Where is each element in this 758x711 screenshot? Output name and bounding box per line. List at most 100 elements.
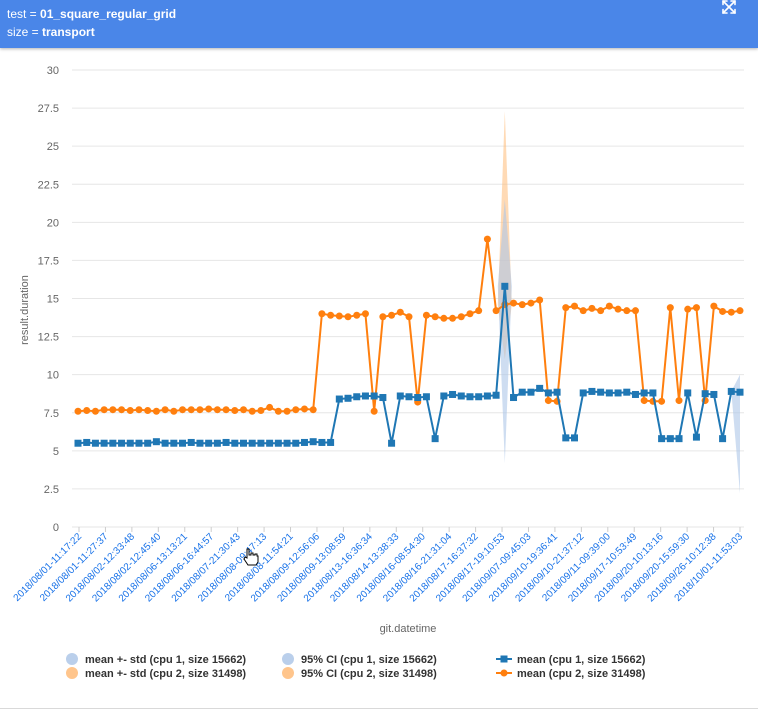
data-point-cpu1 xyxy=(405,393,413,401)
data-point-cpu1 xyxy=(292,439,300,447)
y-tick-label: 25 xyxy=(47,141,59,153)
data-point-cpu2 xyxy=(170,407,178,415)
data-point-cpu2 xyxy=(344,313,352,321)
data-point-cpu2 xyxy=(222,406,230,414)
band-cpu1-end xyxy=(731,374,740,494)
data-point-cpu2 xyxy=(83,406,91,414)
data-point-cpu1 xyxy=(327,438,335,446)
legend-square-marker xyxy=(500,655,508,663)
data-point-cpu1 xyxy=(684,389,692,397)
data-point-cpu1 xyxy=(666,435,674,443)
data-point-cpu1 xyxy=(658,435,666,443)
data-point-cpu1 xyxy=(152,438,160,446)
y-tick-label: 0 xyxy=(53,522,59,534)
data-point-cpu1 xyxy=(379,394,387,402)
data-point-cpu1 xyxy=(414,394,422,402)
data-point-cpu2 xyxy=(571,302,578,310)
data-point-cpu1 xyxy=(518,388,526,396)
data-point-cpu2 xyxy=(692,304,700,312)
data-point-cpu2 xyxy=(274,407,282,415)
y-axis-label: result.duration xyxy=(19,275,31,345)
data-point-cpu2 xyxy=(527,299,535,307)
data-point-cpu1 xyxy=(318,438,326,446)
data-point-cpu1 xyxy=(126,439,134,447)
data-point-cpu2 xyxy=(623,307,631,315)
data-point-cpu1 xyxy=(640,389,648,397)
data-point-cpu2 xyxy=(405,313,413,321)
data-point-cpu2 xyxy=(675,397,683,405)
data-point-cpu2 xyxy=(100,406,108,414)
data-point-cpu1 xyxy=(692,433,700,441)
data-point-cpu2 xyxy=(205,405,213,413)
data-point-cpu1 xyxy=(588,387,596,395)
data-point-cpu1 xyxy=(135,439,143,447)
data-point-cpu1 xyxy=(388,439,396,447)
data-point-cpu1 xyxy=(396,392,404,400)
legend-band-swatch xyxy=(66,667,78,679)
data-point-cpu1 xyxy=(597,388,605,396)
data-point-cpu2 xyxy=(240,406,247,414)
data-point-cpu2 xyxy=(562,304,570,312)
data-point-cpu1 xyxy=(614,389,622,397)
y-tick-label: 7.5 xyxy=(44,408,59,420)
data-point-cpu1 xyxy=(710,390,718,398)
test-param-key: test = xyxy=(7,7,41,21)
size-param-key: size = xyxy=(7,25,43,39)
test-param-value: 01_square_regular_grid xyxy=(40,7,177,21)
data-point-cpu2 xyxy=(466,310,474,318)
data-point-cpu2 xyxy=(353,311,361,319)
data-point-cpu1 xyxy=(161,439,169,447)
data-point-cpu2 xyxy=(283,407,291,415)
data-point-cpu1 xyxy=(344,394,352,402)
expand-icon[interactable] xyxy=(720,0,738,14)
data-point-cpu2 xyxy=(684,305,692,313)
data-point-cpu1 xyxy=(719,435,727,443)
data-point-cpu2 xyxy=(396,308,404,316)
y-tick-label: 15 xyxy=(47,294,59,306)
data-point-cpu2 xyxy=(327,311,335,319)
data-point-cpu2 xyxy=(361,310,369,318)
data-point-cpu2 xyxy=(510,299,518,307)
data-point-cpu2 xyxy=(588,304,596,312)
data-point-cpu1 xyxy=(457,392,465,400)
data-point-cpu1 xyxy=(196,439,204,447)
legend-label: mean (cpu 1, size 15662) xyxy=(517,654,646,666)
data-point-cpu2 xyxy=(179,406,187,414)
data-point-cpu2 xyxy=(605,302,613,310)
data-point-cpu2 xyxy=(597,307,605,315)
data-point-cpu1 xyxy=(727,387,735,395)
y-tick-label: 5 xyxy=(53,446,59,458)
data-point-cpu1 xyxy=(701,390,709,398)
hand-cursor-icon xyxy=(243,548,259,566)
data-point-cpu2 xyxy=(727,308,735,316)
data-point-cpu2 xyxy=(658,397,666,405)
data-point-cpu1 xyxy=(449,390,457,398)
data-point-cpu2 xyxy=(518,301,526,309)
data-point-cpu1 xyxy=(83,438,91,446)
legend-label: mean +- std (cpu 2, size 31498) xyxy=(85,668,246,680)
data-point-cpu1 xyxy=(213,439,221,447)
data-point-cpu1 xyxy=(309,438,317,446)
data-point-cpu1 xyxy=(501,282,509,290)
data-point-cpu2 xyxy=(719,307,727,315)
data-point-cpu1 xyxy=(361,392,369,400)
x-axis: 2018/08/01-11:17:222018/08/01-11:27:3720… xyxy=(12,527,745,604)
data-point-cpu1 xyxy=(510,394,518,402)
data-point-cpu1 xyxy=(274,439,282,447)
data-point-cpu2 xyxy=(126,406,134,414)
data-point-cpu2 xyxy=(449,314,457,322)
data-point-cpu1 xyxy=(631,390,639,398)
data-point-cpu1 xyxy=(736,388,744,396)
data-point-cpu1 xyxy=(475,393,483,401)
data-point-cpu1 xyxy=(553,388,561,396)
data-point-cpu1 xyxy=(257,439,265,447)
data-point-cpu2 xyxy=(187,406,195,414)
data-point-cpu1 xyxy=(466,393,474,401)
y-tick-label: 22.5 xyxy=(38,179,59,191)
data-point-cpu2 xyxy=(379,313,387,321)
data-point-cpu1 xyxy=(483,392,491,400)
data-point-cpu2 xyxy=(152,407,160,415)
y-tick-label: 10 xyxy=(47,370,59,382)
data-point-cpu2 xyxy=(431,313,439,321)
data-point-cpu2 xyxy=(231,406,239,414)
